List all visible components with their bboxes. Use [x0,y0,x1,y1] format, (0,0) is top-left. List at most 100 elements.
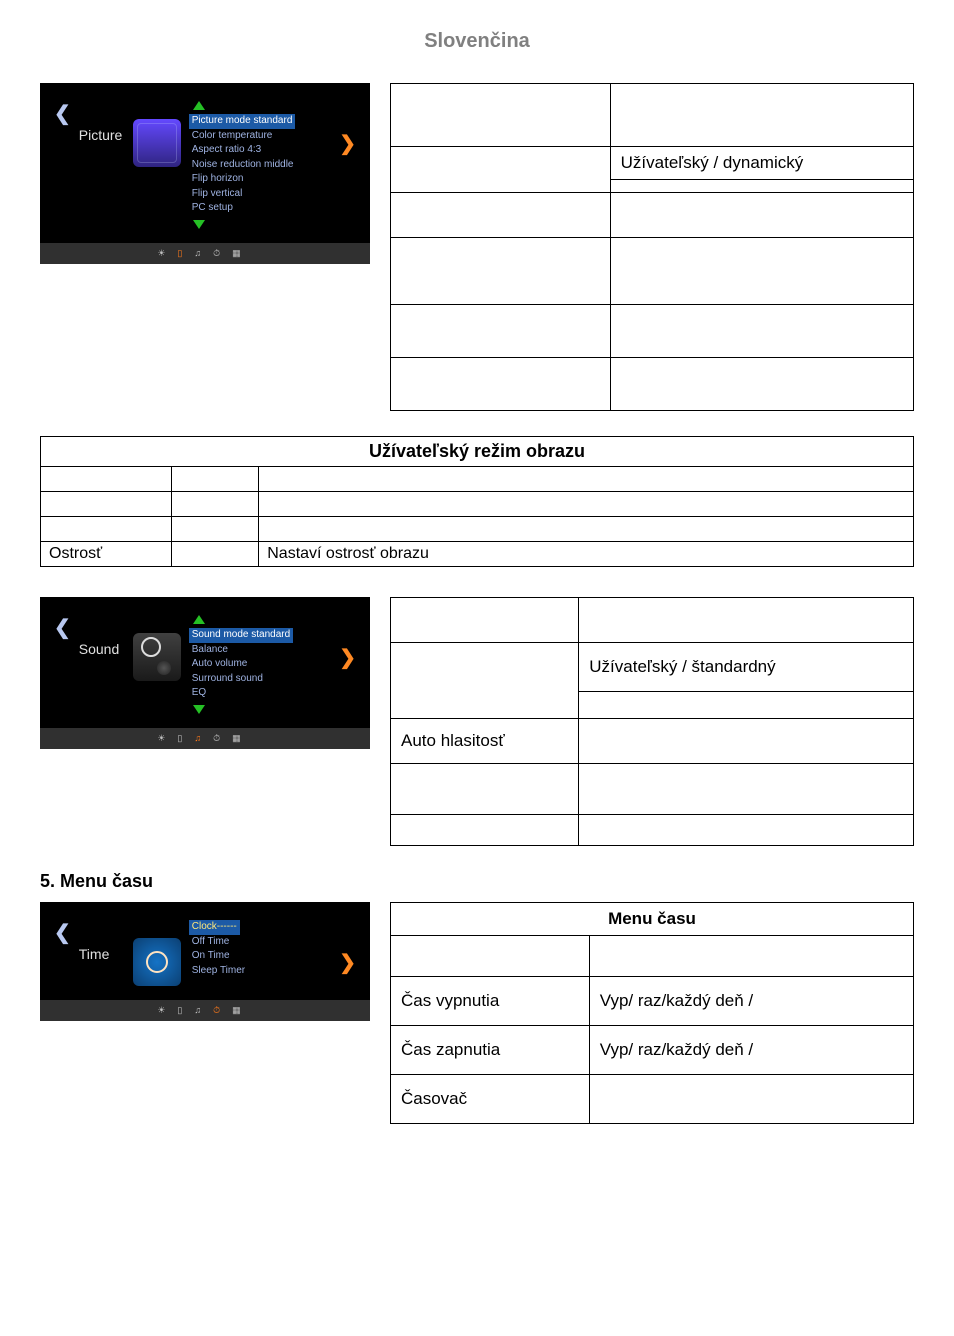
cell [171,542,258,567]
table-row: Ostrosť Nastaví ostrosť obrazu [41,542,914,567]
cell: Čas vypnutia [391,977,590,1026]
cell [171,467,258,492]
cell: Nastaví ostrosť obrazu [259,542,914,567]
sound-options-table: Užívateľský / štandardný Auto hlasitosť [390,597,914,846]
sound-section: ❮ Sound Sound mode standard Balance Auto… [40,597,914,846]
osd-sound-panel: ❮ Sound Sound mode standard Balance Auto… [40,597,370,749]
table-row [41,492,914,517]
table-row: Auto hlasitosť [391,719,914,764]
sound-icon [133,633,181,681]
table-header: Menu času [391,903,914,936]
picture-icon: ▯ [177,248,194,258]
cell [391,643,579,719]
cell [391,238,611,305]
cell [579,719,914,764]
table-header: Užívateľský režim obrazu [41,437,914,467]
section-5-heading: 5. Menu času [40,871,914,892]
osd-item[interactable]: Picture mode standard [189,114,296,129]
clock-icon [133,938,181,986]
osd-item[interactable]: Flip vertical [189,187,331,202]
picture-options-table: Užívateľský / dynamický [390,83,914,411]
osd-item[interactable]: Color temperature [189,129,331,144]
osd-item[interactable]: Noise reduction middle [189,158,331,173]
cell [391,598,579,643]
bracket-left: ❮ [54,920,71,945]
osd-picture-label: Picture [79,127,125,143]
table-row [391,598,914,643]
cell [579,815,914,846]
cell [391,764,579,815]
cell: Ostrosť [41,542,172,567]
osd-item[interactable]: Clock------ [189,920,240,935]
picture-icon: ▯ [177,1005,194,1015]
time-section: ❮ Time Clock------ Off Time On Time Slee… [40,902,914,1124]
table-row [41,467,914,492]
arrow-up-icon [193,615,205,624]
table-row [391,358,914,411]
cell [41,467,172,492]
cell [610,180,913,193]
time-icon: ⏱ [213,733,232,743]
osd-time-items: Clock------ Off Time On Time Sleep Timer [189,920,331,978]
cell [259,517,914,542]
bracket-right: ❯ [339,131,356,156]
table-row [391,193,914,238]
brightness-icon: ☀ [157,1005,177,1015]
sound-icon: ♫ [194,1005,213,1015]
table-row [391,815,914,846]
table-row: Časovač [391,1075,914,1124]
table-row [391,764,914,815]
cell [610,238,913,305]
cell [391,305,611,358]
cell: Vyp/ raz/každý deň / [589,977,913,1026]
bracket-left: ❮ [54,101,71,126]
arrow-up-icon [193,101,205,110]
cell [259,492,914,517]
osd-item[interactable]: Auto volume [189,657,331,672]
osd-item[interactable]: Sleep Timer [189,964,331,979]
bracket-right: ❯ [339,950,356,975]
osd-item[interactable]: Off Time [189,935,331,950]
grid-icon: ▦ [232,733,253,743]
picture-icon: ▯ [177,733,194,743]
cell: Užívateľský / štandardný [579,643,914,692]
cell [589,936,913,977]
cell: Auto hlasitosť [391,719,579,764]
cell [610,84,913,147]
cell [589,1075,913,1124]
time-icon: ⏱ [213,1005,232,1015]
sound-icon: ♫ [194,248,213,258]
cell [259,467,914,492]
osd-item[interactable]: Sound mode standard [189,628,293,643]
bracket-right: ❯ [339,645,356,670]
cell [41,517,172,542]
osd-time-label: Time [79,946,125,962]
grid-icon: ▦ [232,1005,253,1015]
time-icon: ⏱ [213,248,232,258]
table-row [41,517,914,542]
table-row [391,936,914,977]
cell [391,147,611,193]
osd-item[interactable]: Surround sound [189,672,331,687]
cell [391,193,611,238]
cell [579,598,914,643]
cell [610,193,913,238]
cell [579,692,914,719]
osd-item[interactable]: EQ [189,686,331,701]
osd-footer-icons: ☀▯♫⏱▦ [40,1000,370,1021]
picture-section: ❮ Picture Picture mode standard Color te… [40,83,914,411]
page-title: Slovenčina [40,30,914,53]
cell [171,492,258,517]
osd-item[interactable]: On Time [189,949,331,964]
osd-time-panel: ❮ Time Clock------ Off Time On Time Slee… [40,902,370,1021]
osd-item[interactable]: Balance [189,643,331,658]
osd-item[interactable]: PC setup [189,201,331,216]
table-row [391,305,914,358]
cell [41,492,172,517]
osd-item[interactable]: Aspect ratio 4:3 [189,143,331,158]
table-row: Užívateľský / štandardný [391,643,914,692]
arrow-down-icon [193,705,205,714]
osd-item[interactable]: Flip horizon [189,172,331,187]
osd-footer-icons: ☀▯♫⏱▦ [40,728,370,749]
table-row: Čas zapnutiaVyp/ raz/každý deň / [391,1026,914,1075]
